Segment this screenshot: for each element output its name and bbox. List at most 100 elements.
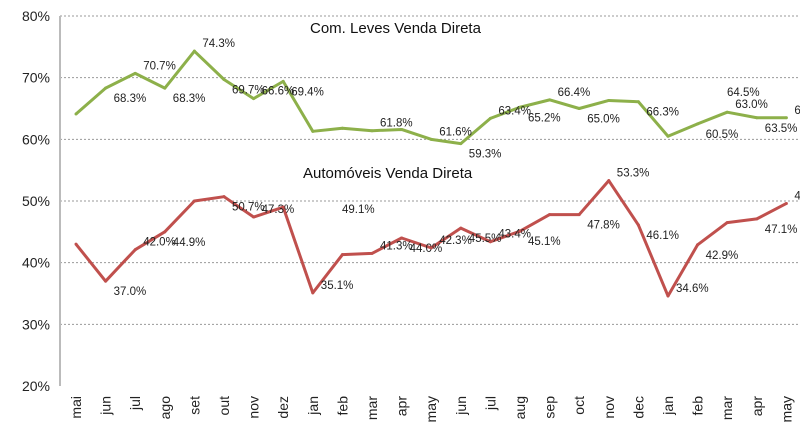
data-point [725,221,729,225]
data-point [666,294,670,298]
x-tick-label: may [423,396,439,422]
data-label: 42.0% [143,237,176,249]
x-tick-label: set [186,396,202,415]
data-point [725,110,729,114]
data-label: 45.1% [528,236,561,248]
data-point [636,100,640,104]
data-point [607,179,611,183]
data-label: 47.1% [765,224,798,236]
data-point [488,116,492,120]
data-label: 44.0% [410,243,443,255]
data-point [74,242,78,246]
data-label: 68.3% [114,93,147,105]
data-label: 46.1% [646,230,679,242]
y-tick-label: 20% [22,378,50,394]
data-label: 61.8% [380,118,413,130]
data-point [755,116,759,120]
data-label-extra-automoveis: 49.1% [342,204,375,216]
data-label: 63.4% [498,105,531,117]
x-tick-label: nov [246,396,262,419]
data-point [518,105,522,109]
data-point [488,240,492,244]
data-label: 66.6% [262,86,295,98]
data-label: 66.4% [558,87,591,99]
data-point [607,98,611,102]
data-label: 60.5% [706,129,739,141]
series-title-com-leves: Com. Leves Venda Direta [310,20,482,37]
x-tick-label: jun [98,396,114,416]
series-title-automoveis: Automóveis Venda Direta [303,165,473,182]
data-point [104,86,108,90]
data-label-extra-com-leves: 64.5% [727,87,760,99]
data-point [311,291,315,295]
x-tick-label: dec [630,396,646,419]
data-point [696,243,700,247]
data-label: 45.5% [469,233,502,245]
data-point [518,229,522,233]
data-point [548,98,552,102]
y-tick-labels: 20% 30% 40% 50% 60% 70% 80% [22,8,50,394]
x-tick-label: jul [482,396,498,411]
data-point [755,217,759,221]
data-label: 42.9% [706,250,739,262]
data-point [784,116,788,120]
data-label: 61.6% [439,126,472,138]
x-tick-label: sep [542,396,558,419]
x-tick-label: mar [364,396,380,420]
data-label: 70.7% [143,60,176,72]
data-point [192,199,196,203]
x-tick-labels: mai jun jul ago set out nov dez jan feb mar apr may j… [68,396,794,423]
data-point [459,142,463,146]
data-point [370,129,374,133]
data-label: 69.7% [232,85,265,97]
data-point [133,248,137,252]
data-label: 41.3% [380,240,413,252]
data-point [252,215,256,219]
data-point [192,49,196,53]
data-point [163,86,167,90]
data-point [340,126,344,130]
data-point [222,195,226,199]
data-label: 68.3% [173,93,206,105]
data-point [133,71,137,75]
data-label: 66.3% [646,107,679,119]
data-label: 59.3% [469,149,502,161]
data-point [340,253,344,257]
data-label: 37.0% [114,286,147,298]
x-tick-label: ago [157,396,173,420]
data-label: 63.0% [735,99,768,111]
data-point [252,97,256,101]
x-tick-label: dez [275,396,291,419]
data-point [400,127,404,131]
data-label: 34.6% [676,283,709,295]
data-label: 74.3% [202,38,235,50]
y-tick-label: 50% [22,193,50,209]
data-label: 47.3% [262,204,295,216]
data-label: 63.8% [794,105,800,117]
x-tick-label: jul [127,396,143,411]
data-label: 44.9% [173,237,206,249]
data-point [429,137,433,141]
x-tick-label: jan [660,396,676,416]
x-tick-label: feb [690,396,706,416]
x-tick-label: oct [571,396,587,415]
data-point [281,79,285,83]
data-point [429,246,433,250]
x-tick-label: may [778,396,794,422]
data-point [636,223,640,227]
x-tick-label: mar [719,396,735,420]
x-tick-label: feb [334,396,350,416]
data-label: 49.6% [794,190,800,202]
x-tick-label: jun [453,396,469,416]
x-tick-label: apr [394,396,410,417]
data-label: 47.8% [587,220,620,232]
data-point [666,134,670,138]
data-point [74,112,78,116]
x-tick-label: out [216,396,232,416]
data-point [104,279,108,283]
series-group: 68.3% 70.7% 68.3% 74.3% 69.7%66.6%69.4% 61.8%… [74,38,800,298]
x-tick-label: apr [749,396,765,417]
data-label: 63.5% [765,123,798,135]
y-tick-label: 80% [22,8,50,24]
